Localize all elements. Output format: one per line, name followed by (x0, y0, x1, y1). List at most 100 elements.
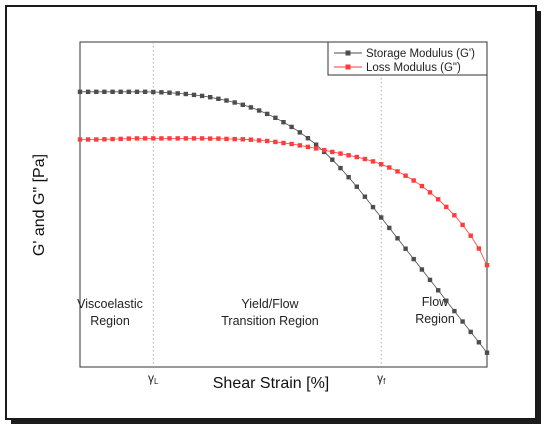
series-0-point (476, 340, 482, 345)
series-0-point (362, 194, 368, 199)
series-1-point (338, 151, 343, 156)
series-1-point (216, 136, 221, 141)
series-1-point (452, 213, 457, 218)
legend-marker-loss (345, 64, 351, 70)
series-0-point (208, 95, 213, 100)
region-label-2-line-1: Region (415, 312, 455, 326)
series-0-point (419, 267, 425, 272)
series-1-point (322, 147, 327, 153)
series-0-point (305, 136, 311, 141)
region-label-0-line-0: Viscoelastic (77, 297, 143, 311)
series-1-point (256, 138, 262, 143)
series-1-point (232, 136, 237, 142)
series-0-point (216, 96, 221, 101)
series-0-point (452, 308, 457, 314)
series-1-point (305, 144, 311, 150)
series-1-point (134, 136, 140, 141)
series-1-point (297, 143, 302, 148)
region-labels: Viscoelastic Region Yield/Flow Transition R… (77, 295, 455, 328)
series-1-point (346, 153, 351, 158)
series-1-point (94, 137, 99, 142)
region-label-2-line-0: Flow (422, 295, 449, 309)
series-0-point (289, 124, 294, 130)
series-1-point (354, 154, 359, 160)
series-1-point (102, 137, 107, 142)
series-1-point (362, 156, 368, 162)
series-0-point (248, 105, 254, 110)
series-1-point (476, 246, 482, 251)
series-0-point (436, 288, 441, 293)
series-0-point (159, 90, 164, 95)
series-1-point (387, 165, 392, 170)
series-1-point (199, 136, 205, 141)
series-1-point (444, 204, 449, 210)
series-1-point (175, 136, 180, 141)
series-0-point (167, 90, 172, 95)
series-1-point (191, 136, 197, 141)
series-1-point (265, 138, 270, 144)
series-0-point (199, 93, 205, 99)
region-label-0-line-1: Region (90, 314, 130, 328)
series-1-point (468, 233, 473, 238)
strain-markers: γL γf (148, 42, 386, 386)
series-0-point (240, 102, 245, 107)
series-1-point (411, 178, 416, 183)
series-0-point (102, 89, 107, 94)
series-1-point (370, 159, 376, 164)
series-0-point (330, 157, 335, 162)
series-0-point (77, 89, 83, 94)
series-0-point (273, 115, 278, 120)
series-0-point (151, 89, 156, 95)
series-1-point (436, 197, 441, 202)
series-0-point (313, 142, 319, 147)
region-label-1-line-0: Yield/Flow (241, 297, 299, 311)
series-1-point (224, 136, 229, 142)
series-1-point (208, 136, 213, 141)
legend-marker-storage (345, 50, 351, 56)
marker-label-0: γL (148, 371, 159, 386)
x-axis-title: Shear Strain [%] (213, 375, 330, 392)
series-0-point (468, 329, 473, 335)
series-0-point (134, 89, 140, 94)
series-0-point (484, 350, 490, 355)
series-0-point (395, 236, 400, 241)
series-0-point (118, 89, 123, 94)
legend-box (327, 41, 488, 76)
series-1-point (419, 183, 425, 189)
series-0-point (224, 98, 229, 103)
series-1-point (330, 149, 335, 155)
plot-area (79, 41, 488, 368)
series-1-point (281, 140, 286, 146)
series-0-point (110, 89, 115, 94)
series-1-point (167, 136, 172, 141)
series-1-point (85, 137, 91, 142)
series-group (77, 89, 490, 355)
y-axis-title: G' and G" [Pa] (31, 154, 48, 256)
series-0-point (175, 91, 180, 96)
series-0-point (297, 130, 302, 135)
series-0-point (338, 165, 343, 171)
series-0-point (94, 89, 99, 94)
series-1-point (126, 136, 131, 141)
series-0-point (265, 111, 270, 117)
series-1-point (77, 137, 83, 142)
series-0-point (126, 89, 131, 94)
series-1-point (248, 137, 254, 142)
series-1-point (313, 146, 319, 151)
series-0-point (232, 100, 237, 105)
series-1-point (484, 263, 490, 268)
series-0-point (427, 277, 433, 283)
series-0-point (256, 108, 262, 113)
series-0-point (460, 319, 465, 324)
series-0-point (346, 175, 351, 180)
series-1-point (289, 141, 294, 147)
legend-label-storage: Storage Modulus (G') (366, 48, 475, 60)
series-0-point (191, 92, 197, 98)
series-0-point (281, 120, 286, 125)
series-1-point (427, 190, 433, 195)
series-0-point (370, 204, 376, 210)
series-0-point (142, 89, 148, 94)
series-1-point (159, 136, 164, 141)
series-1-point (379, 162, 384, 167)
